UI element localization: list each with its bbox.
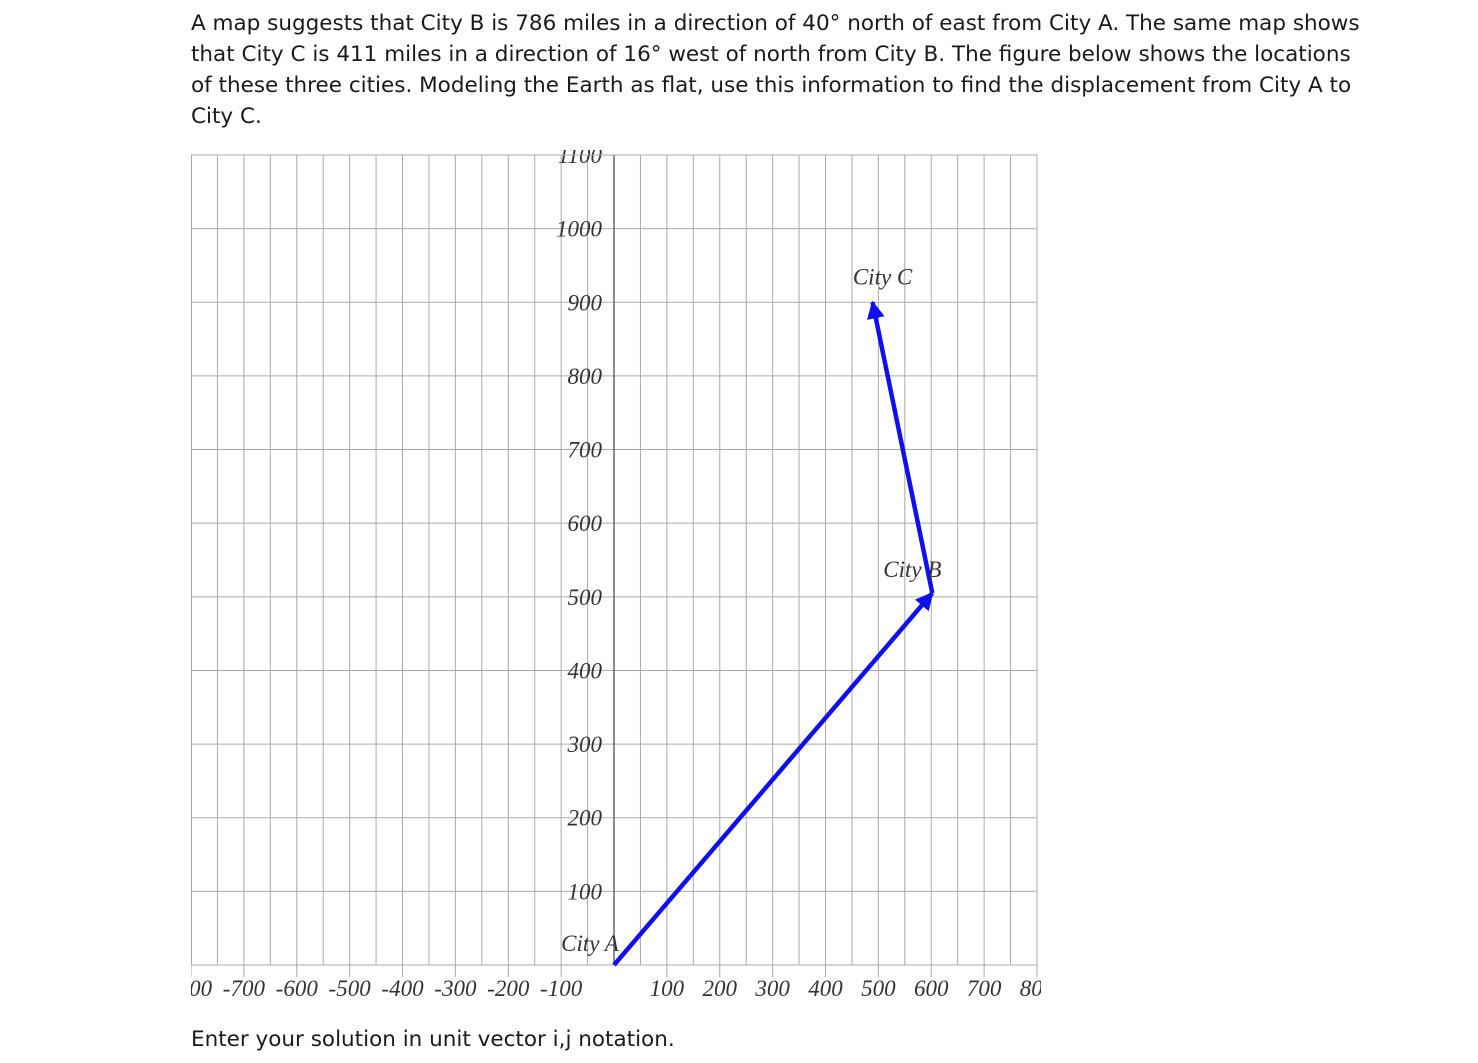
x-tick-label: 300 — [754, 976, 790, 1000]
x-tick-label: -300 — [434, 976, 477, 1000]
x-tick-label: 800 — [1020, 976, 1041, 1000]
figure: -800 -700 -600 -500 -400 -300 -200 -100 100 200 30… — [191, 150, 1041, 1000]
y-tick-label: 800 — [568, 364, 603, 389]
x-tick-label: 700 — [967, 976, 1002, 1000]
displacement-arrow — [612, 591, 935, 967]
y-tick-label: 100 — [568, 879, 603, 904]
city-label: City B — [883, 557, 941, 582]
x-tick-label: -500 — [329, 976, 372, 1000]
x-tick-label: -800 — [191, 976, 213, 1000]
displacement-arrow — [867, 300, 935, 594]
x-tick-label: 200 — [703, 976, 738, 1000]
x-tick-label: -400 — [381, 976, 424, 1000]
y-tick-label: 200 — [568, 806, 603, 831]
y-tick-label: 900 — [568, 290, 603, 315]
y-tick-label: 1100 — [558, 150, 603, 168]
x-tick-label: -700 — [223, 976, 266, 1000]
y-tick-label: 300 — [567, 732, 603, 757]
x-tick-label: -200 — [487, 976, 530, 1000]
x-tick-label: -100 — [540, 976, 583, 1000]
footer-text: Enter your solution in unit vector i,j n… — [191, 1027, 675, 1052]
city-label: City C — [853, 264, 913, 289]
question-text: A map suggests that City B is 786 miles … — [191, 11, 1360, 129]
y-tick-label: 500 — [568, 585, 603, 610]
x-tick-label: 600 — [914, 976, 949, 1000]
y-tick-label: 600 — [568, 511, 603, 536]
y-tick-label: 700 — [568, 438, 603, 463]
x-tick-label: 500 — [861, 976, 896, 1000]
x-tick-label: -600 — [276, 976, 319, 1000]
x-tick-label: 400 — [808, 976, 843, 1000]
y-tick-label: 400 — [568, 658, 603, 683]
city-label: City A — [561, 931, 620, 956]
y-tick-label: 1000 — [556, 217, 603, 242]
x-tick-label: 100 — [650, 976, 685, 1000]
